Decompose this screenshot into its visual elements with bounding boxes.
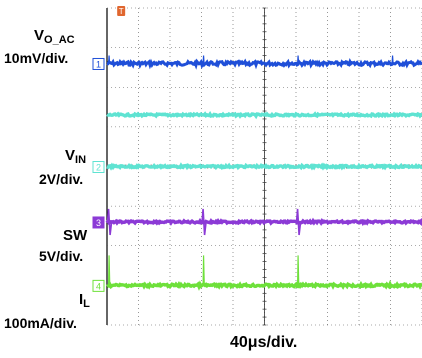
label-vin: VIN — [65, 148, 86, 168]
channel-2-marker — [92, 161, 105, 173]
il-current-spike — [296, 255, 300, 286]
label-il-sub: L — [83, 298, 90, 310]
sw-right-edge-arrow — [417, 217, 422, 226]
trace-ch1 — [106, 58, 422, 70]
channel-1-number: 1 — [96, 59, 101, 69]
timebase-label: 40μs/div. — [230, 334, 298, 351]
scale-vin: 2V/div. — [39, 171, 84, 187]
vo-ac-spike — [391, 55, 394, 64]
sw-switching-spike — [295, 208, 302, 236]
label-vo-ac: VO_AC — [34, 28, 75, 48]
channel-3-marker — [92, 216, 105, 229]
trigger-text: T — [119, 7, 124, 16]
label-vin-main: V — [65, 147, 76, 164]
il-current-spike — [202, 255, 205, 286]
channel-4-marker — [92, 279, 105, 292]
traces — [105, 55, 422, 291]
scale-vo-ac: 10mV/div. — [4, 50, 69, 66]
trace-ch2 — [106, 162, 422, 171]
label-sw-main: SW — [63, 227, 88, 244]
trace-ch4 — [106, 280, 422, 291]
channel-1-marker — [92, 57, 105, 70]
channel-markers: 1 2 3 4 — [92, 57, 422, 292]
sw-switching-spike — [106, 208, 113, 236]
label-vin-sub: IN — [75, 154, 87, 166]
channel-2-number: 2 — [96, 163, 101, 173]
vo-ac-spike — [107, 55, 111, 64]
vo-ac-spike — [202, 55, 205, 64]
trace-reference — [106, 111, 422, 120]
scale-il: 100mA/div. — [4, 315, 77, 331]
label-vo-ac-sub: O_AC — [44, 34, 75, 46]
label-il: IL — [79, 292, 90, 312]
channel-4-number: 4 — [96, 281, 101, 291]
label-vo-ac-main: V — [34, 27, 45, 44]
sw-switching-spike — [201, 208, 207, 236]
trace-ch3 — [105, 217, 422, 227]
trigger-marker: T — [117, 6, 126, 16]
channel-3-number: 3 — [96, 218, 101, 228]
scale-sw: 5V/div. — [39, 248, 84, 264]
label-sw: SW — [63, 228, 87, 244]
il-current-spike — [107, 255, 111, 286]
vo-ac-spike — [296, 55, 300, 64]
label-il-main: I — [79, 291, 84, 308]
trigger-box — [117, 6, 126, 16]
